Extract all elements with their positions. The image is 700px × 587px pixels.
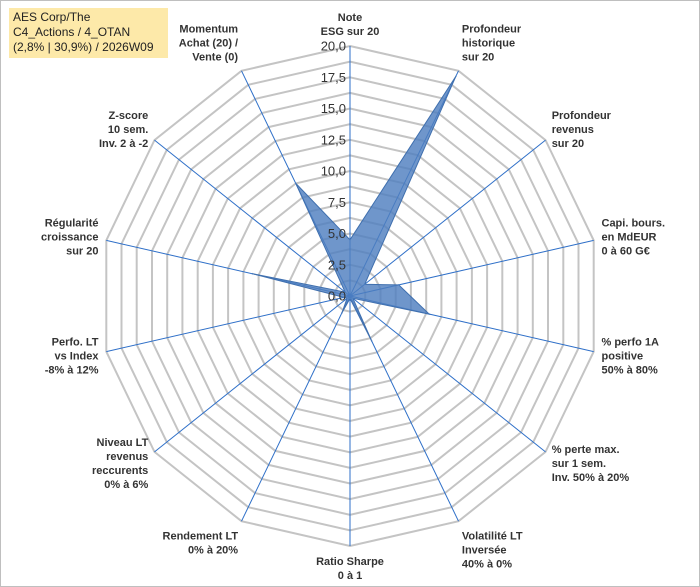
category-label-line: 0 à 1 — [338, 570, 362, 582]
chart-title-line-2: C4_Actions / 4_OTAN — [13, 25, 131, 39]
data-point — [349, 297, 351, 300]
data-point — [352, 297, 354, 300]
data-point — [251, 272, 254, 275]
category-label-line: Perfo. LT — [52, 337, 99, 349]
category-label-line: revenus — [106, 451, 148, 463]
category-label: Z-score 10 sem. Inv. 2 à -2 — [99, 110, 148, 150]
category-label-line: Volatilité LT — [462, 530, 523, 542]
category-label-line: vs Index — [54, 351, 99, 363]
category-label-line: Niveau LT — [97, 437, 149, 449]
tick-label: 7,5 — [328, 195, 346, 210]
category-label-line: 0% à 20% — [188, 544, 238, 556]
category-label-line: Régularité — [45, 217, 99, 229]
category-label-line: Inv. 50% à 20% — [552, 472, 630, 484]
category-label-line: historique — [462, 38, 515, 50]
axis-spoke — [349, 295, 546, 453]
category-label: % perfo 1A positive 50% à 80% — [602, 337, 660, 377]
data-point — [397, 284, 400, 286]
category-label-line: Inv. 2 à -2 — [99, 138, 148, 150]
tick-label: 17,5 — [321, 70, 346, 85]
category-label-line: 10 sem. — [108, 124, 148, 136]
category-label-line: en MdEUR — [602, 231, 657, 243]
data-point — [349, 239, 351, 241]
category-label-line: 40% à 0% — [462, 558, 512, 570]
data-point — [295, 182, 297, 185]
category-label: Rendement LT 0% à 20% — [163, 530, 239, 556]
data-point — [346, 297, 348, 300]
tick-label: 12,5 — [321, 132, 346, 147]
category-label-line: % perfo 1A — [602, 337, 660, 349]
category-label: Volatilité LT Inversée 40% à 0% — [462, 530, 523, 570]
category-label-line: Momentum — [179, 24, 238, 36]
category-label-line: sur 20 — [462, 52, 494, 64]
axis-spoke — [154, 295, 351, 453]
category-label-line: revenus — [552, 124, 594, 136]
tick-label: 20,0 — [321, 39, 346, 54]
category-label-line: 0 à 60 G€ — [602, 245, 650, 257]
category-label: Ratio Sharpe 0 à 1 — [316, 556, 384, 582]
category-labels: Note ESG sur 20 Profondeur historique sur 20… — [41, 12, 665, 582]
axis-spoke — [106, 295, 351, 353]
category-label-line: Inversée — [462, 544, 507, 556]
category-label: Profondeur revenus sur 20 — [552, 110, 612, 150]
chart-title-box: AES Corp/The C4_Actions / 4_OTAN (2,8% |… — [9, 8, 168, 58]
category-label-line: sur 1 sem. — [552, 458, 606, 470]
tick-labels: 0,0 2,5 5,0 7,5 10,0 12,5 15,0 17,5 20,0 — [321, 39, 346, 304]
category-label: Profondeur historique sur 20 — [462, 24, 522, 64]
category-label-line: Capi. bours. — [602, 217, 666, 229]
data-point — [455, 75, 457, 78]
data-point — [341, 312, 343, 314]
category-label-line: 50% à 80% — [602, 365, 658, 377]
category-label-line: Achat (20) / — [179, 38, 238, 50]
category-label: Régularité croissance sur 20 — [41, 217, 98, 257]
category-label-line: croissance — [41, 231, 98, 243]
tick-label: 15,0 — [321, 101, 346, 116]
category-label: % perte max. sur 1 sem. Inv. 50% à 20% — [552, 444, 630, 484]
category-label-line: Vente (0) — [192, 52, 238, 64]
category-label-line: ESG sur 20 — [321, 26, 380, 38]
chart-title-line-1: AES Corp/The — [13, 10, 91, 24]
category-label-line: reccurents — [92, 465, 148, 477]
axis-spoke — [241, 295, 351, 522]
category-label-line: -8% à 12% — [45, 365, 99, 377]
series-layer — [251, 75, 457, 342]
tick-label: 10,0 — [321, 164, 346, 179]
category-label-line: Ratio Sharpe — [316, 556, 384, 568]
category-label-line: sur 20 — [552, 138, 584, 150]
category-label: Perfo. LT vs Index -8% à 12% — [45, 337, 100, 377]
category-label-line: Z-score — [109, 110, 149, 122]
axis-spoke — [349, 139, 546, 297]
category-label-line: Profondeur — [462, 24, 522, 36]
tick-label: 0,0 — [328, 289, 346, 304]
category-label: Capi. bours. en MdEUR 0 à 60 G€ — [602, 217, 666, 257]
category-label: Niveau LT revenus reccurents 0% à 6% — [92, 437, 149, 491]
chart-title-line-3: (2,8% | 30,9%) / 2026W09 — [13, 40, 154, 54]
category-label-line: positive — [602, 351, 644, 363]
data-point — [428, 313, 431, 315]
axis-spoke — [154, 139, 351, 297]
tick-label: 2,5 — [328, 257, 346, 272]
data-point — [363, 283, 366, 286]
category-label-line: 0% à 6% — [104, 479, 148, 491]
category-label-line: Note — [338, 12, 362, 24]
category-label: Note ESG sur 20 — [321, 12, 380, 38]
category-label-line: sur 20 — [66, 245, 98, 257]
tick-label: 5,0 — [328, 226, 346, 241]
data-point — [344, 291, 346, 293]
data-point — [370, 340, 373, 342]
category-label-line: % perte max. — [552, 444, 620, 456]
data-point — [343, 296, 345, 299]
category-label-line: Profondeur — [552, 110, 612, 122]
category-label-line: Rendement LT — [163, 530, 239, 542]
category-label: Momentum Achat (20) / Vente (0) — [179, 24, 239, 64]
